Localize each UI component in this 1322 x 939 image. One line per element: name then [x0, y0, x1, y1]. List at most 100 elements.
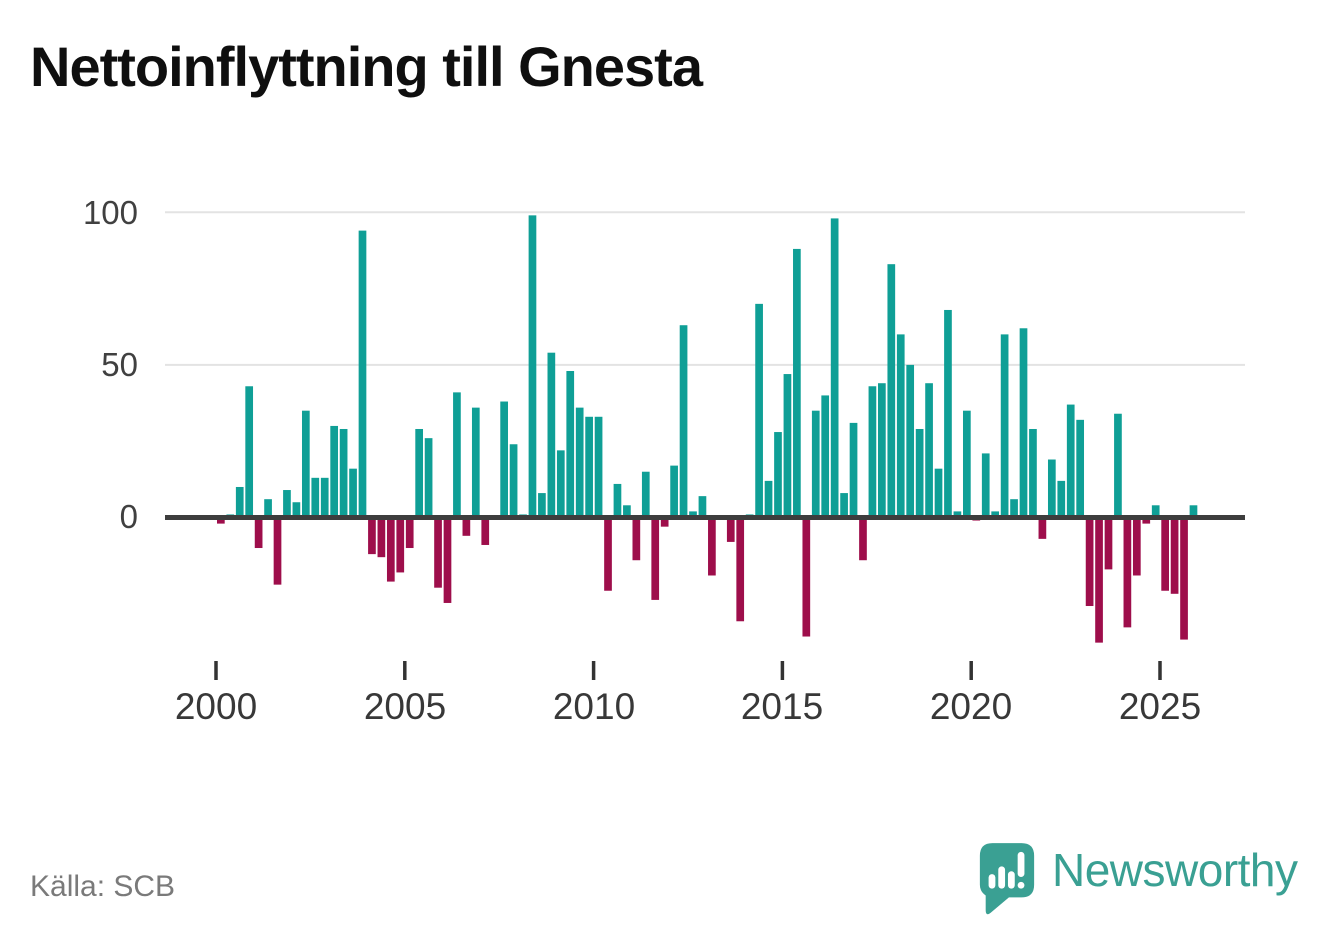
bar [1114, 413, 1122, 518]
bar [670, 465, 678, 518]
bar [349, 468, 357, 518]
bar [462, 517, 471, 536]
bar [1161, 517, 1169, 591]
bar [1076, 419, 1085, 518]
x-axis-label-2005: 2005 [363, 686, 447, 727]
bar [528, 215, 537, 518]
bar [1019, 328, 1028, 518]
bar [1057, 480, 1066, 518]
bar [915, 428, 924, 518]
bar [594, 416, 603, 518]
bar [311, 477, 320, 518]
bar [641, 471, 650, 518]
bar [377, 517, 386, 558]
bar [235, 486, 244, 518]
bar [368, 517, 376, 555]
bar [1104, 517, 1113, 570]
bar [453, 392, 461, 518]
bar [925, 383, 933, 518]
bar [887, 264, 896, 518]
bar [1189, 505, 1198, 518]
bar [981, 453, 990, 518]
bar [1142, 517, 1151, 524]
bar [613, 483, 622, 518]
bar [840, 493, 848, 518]
bar [1047, 459, 1056, 518]
bar [1000, 334, 1009, 518]
bar [1085, 517, 1094, 607]
newsworthy-logo: Newsworthy [976, 841, 1298, 915]
bar [1132, 517, 1141, 576]
bar [481, 517, 490, 545]
bar [434, 517, 442, 588]
bar [566, 371, 575, 518]
newsworthy-logo-text: Newsworthy [1052, 844, 1298, 896]
bar [944, 309, 952, 518]
bar [604, 517, 612, 591]
bar [1123, 517, 1132, 628]
x-axis-label-2015: 2015 [740, 686, 824, 727]
bar [320, 477, 329, 518]
bar [962, 410, 971, 518]
bar [755, 303, 763, 518]
bar [254, 517, 263, 549]
bar [1066, 404, 1075, 518]
bar [1180, 517, 1188, 640]
y-axis-label-100: 100 [82, 194, 138, 231]
bar [774, 432, 782, 518]
bar [991, 511, 1000, 518]
bar [509, 444, 518, 518]
x-axis-label-2000: 2000 [174, 686, 258, 727]
bar [424, 438, 433, 518]
bar [217, 517, 225, 524]
bar [878, 383, 886, 518]
bar [1151, 505, 1160, 518]
bar [273, 517, 282, 585]
bar [405, 517, 414, 549]
bar [953, 511, 962, 518]
bar [783, 374, 792, 518]
bar [811, 410, 820, 518]
page-title: Nettoinflyttning till Gnesta [30, 35, 703, 98]
bar [632, 517, 641, 561]
bar [585, 416, 593, 518]
bar [708, 517, 716, 576]
bar [934, 468, 943, 518]
bar [471, 407, 480, 518]
bar [283, 490, 291, 518]
x-axis-label-2025: 2025 [1118, 686, 1202, 727]
bar [1010, 499, 1018, 518]
bar [802, 517, 811, 637]
bar [396, 517, 405, 573]
bar [651, 517, 660, 600]
bar [415, 428, 424, 518]
bar [330, 425, 339, 518]
bar [538, 493, 546, 518]
bar [1038, 517, 1047, 539]
x-axis-label-2020: 2020 [929, 686, 1013, 727]
bar [547, 352, 556, 518]
bar [245, 386, 254, 518]
bar [660, 517, 669, 527]
bar [793, 248, 801, 518]
newsworthy-logo-icon [979, 843, 1035, 915]
bar [726, 517, 735, 542]
bar [292, 502, 301, 518]
bar [301, 410, 310, 518]
bar [556, 450, 565, 518]
source-attribution: Källa: SCB [30, 870, 176, 903]
bar [1029, 428, 1037, 518]
bar [339, 428, 348, 518]
bar [689, 511, 697, 518]
bar [1095, 517, 1103, 643]
x-axis-label-2010: 2010 [552, 686, 636, 727]
bar [896, 334, 905, 518]
y-axis-label-0: 0 [119, 498, 138, 535]
bar [868, 386, 877, 518]
bar [821, 395, 830, 518]
bar [679, 325, 688, 518]
bar [698, 496, 707, 518]
bar [830, 218, 839, 518]
